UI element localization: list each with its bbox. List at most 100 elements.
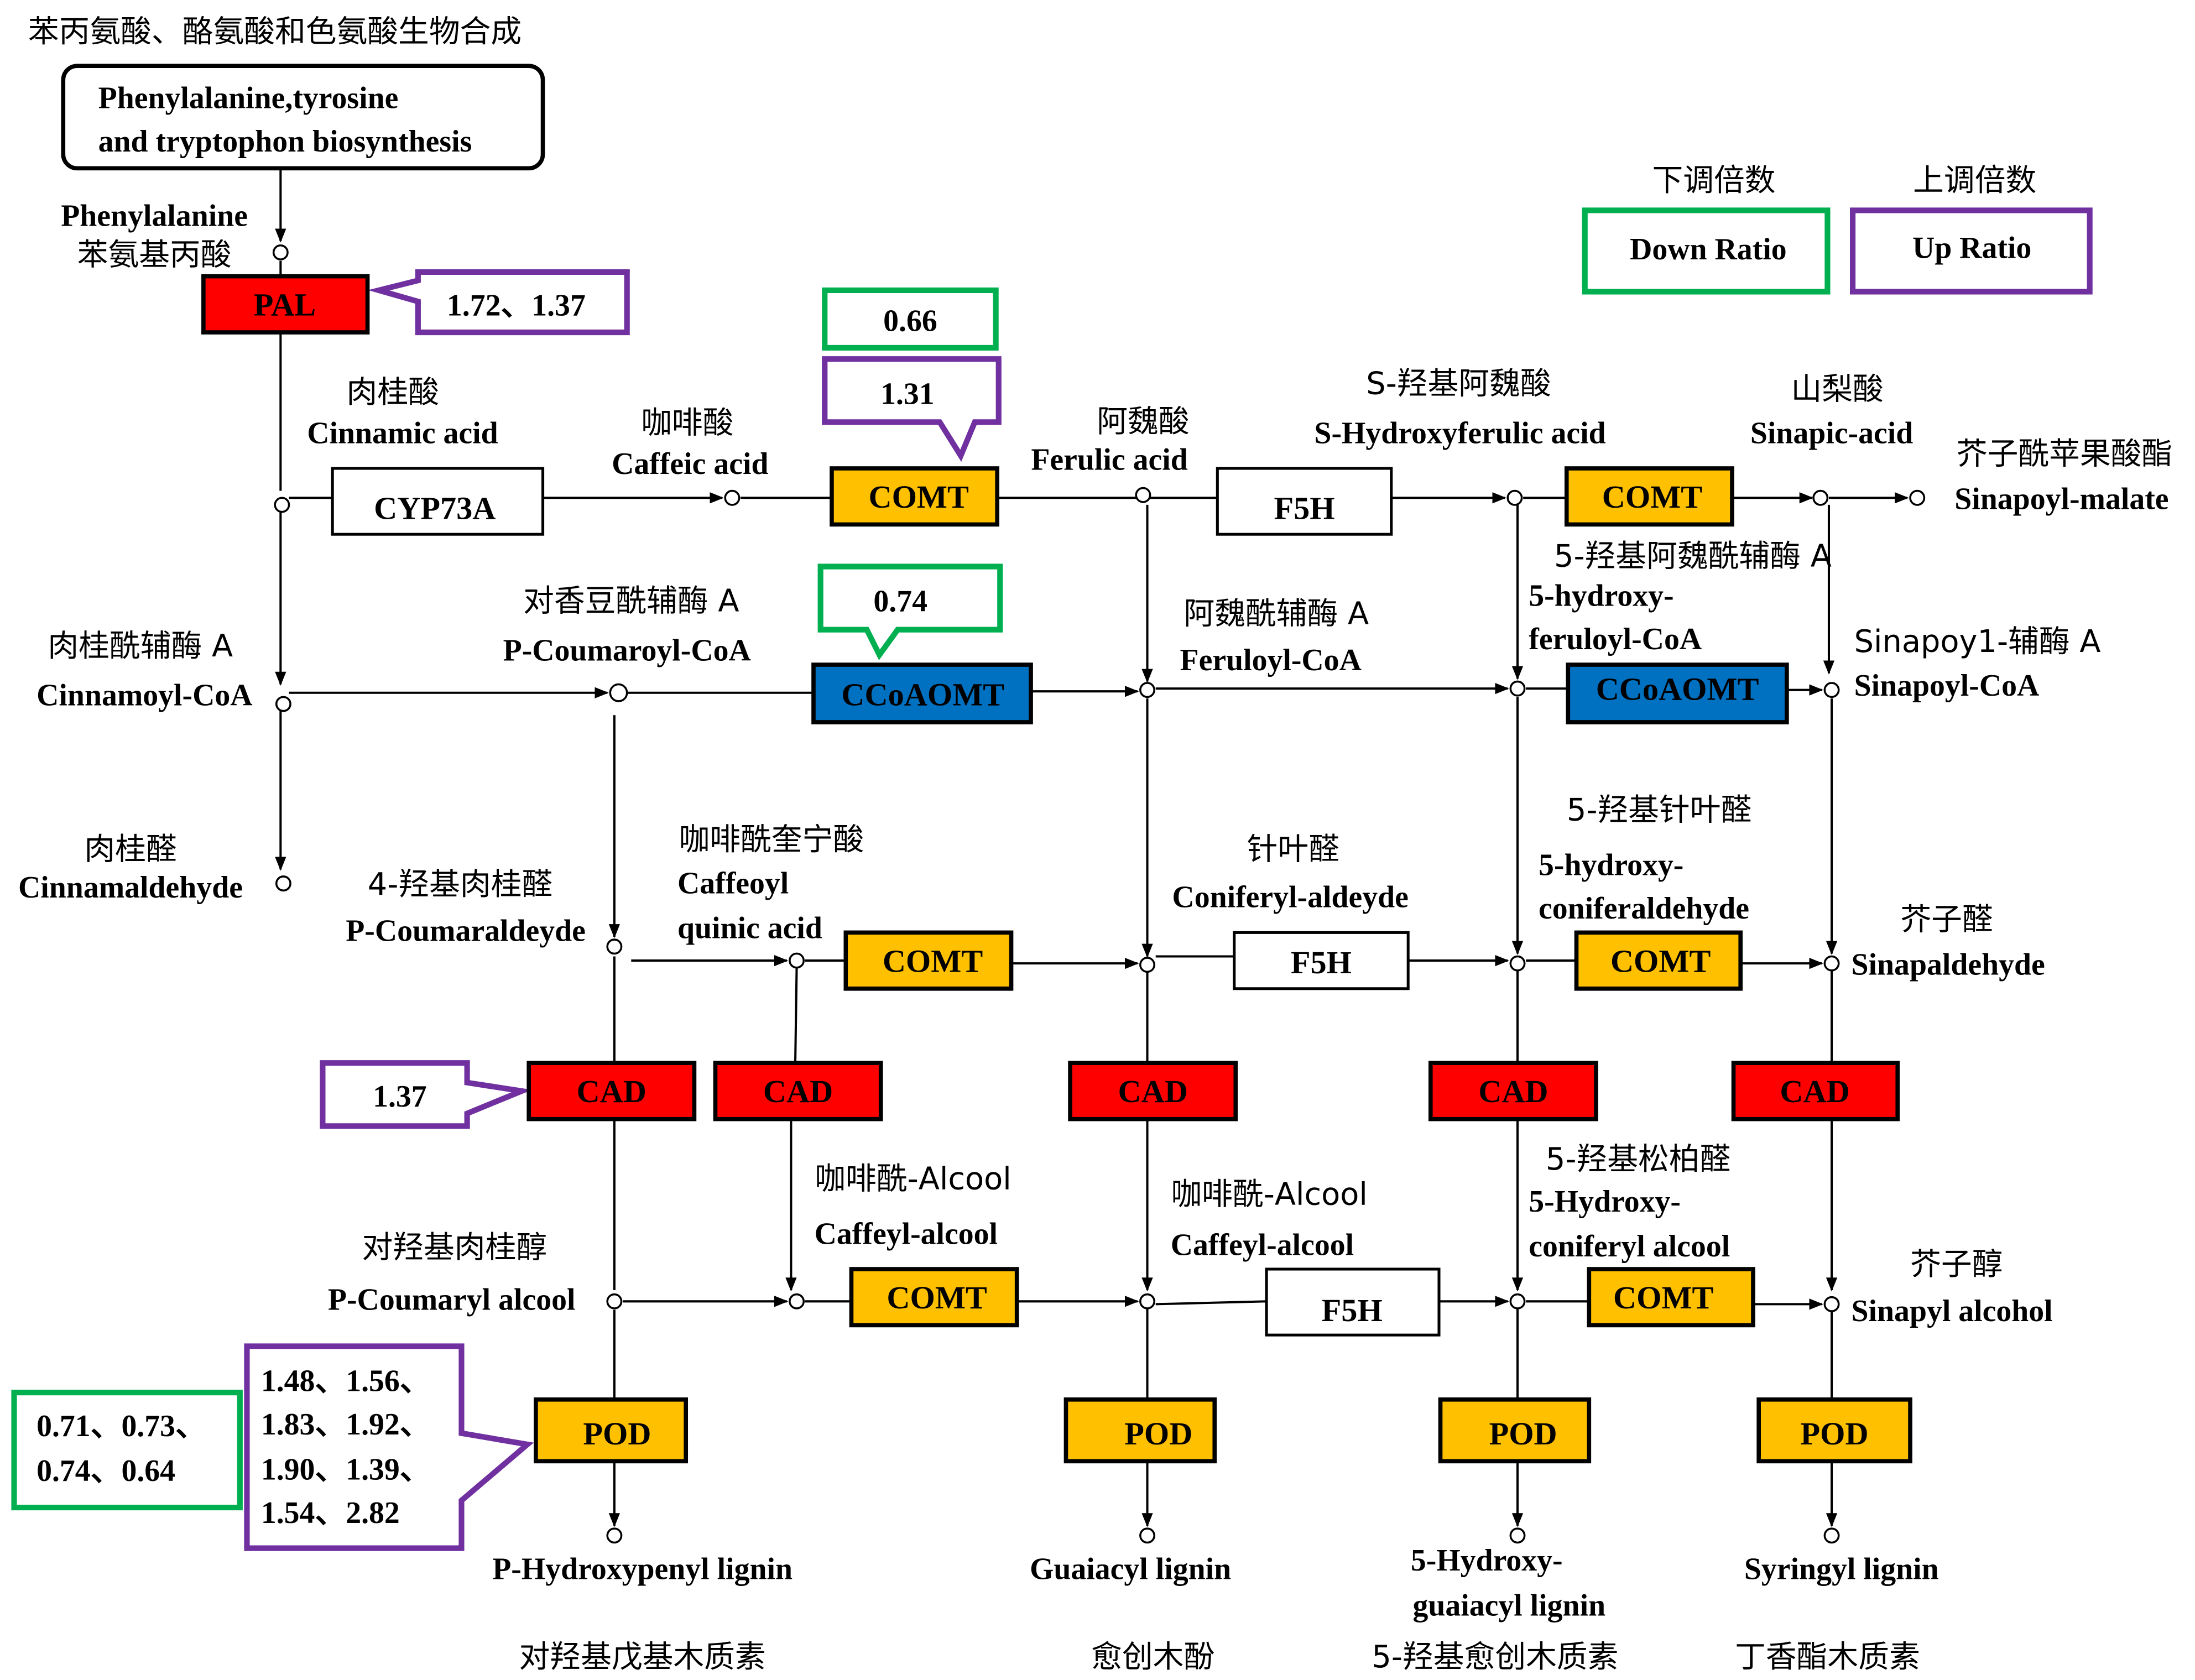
enzyme-label: CYP73A <box>374 490 496 526</box>
enzyme-label: CCoAOMT <box>1596 671 1759 707</box>
enzyme-pod[interactable]: POD <box>534 1397 689 1464</box>
enzyme-f5h[interactable]: F5H <box>1216 467 1393 536</box>
enzyme-cad[interactable]: CAD <box>1068 1061 1238 1121</box>
lignin-label: 愈创木酚 <box>1091 1639 1214 1675</box>
compound-label: 5-羟基阿魏酰辅酶 A <box>1554 539 1832 575</box>
enzyme-pod[interactable]: POD <box>1063 1397 1217 1464</box>
enzyme-comt[interactable]: COMT <box>849 1267 1019 1328</box>
compound-label: Sinapyl alcohol <box>1852 1294 2053 1328</box>
enzyme-label: CAD <box>763 1073 833 1109</box>
enzyme-f5h[interactable]: F5H <box>1265 1267 1441 1337</box>
compound-label: 5-羟基松柏醛 <box>1546 1141 1730 1177</box>
pal-up-callout: 1.72、1.37 <box>368 269 630 336</box>
enzyme-comt[interactable]: COMT <box>830 466 999 527</box>
compound-label: 阿魏酸 <box>1097 404 1189 440</box>
enzyme-cad[interactable]: CAD <box>1731 1061 1900 1121</box>
pathway-lines <box>275 168 1909 1527</box>
enzyme-label: COMT <box>1602 479 1703 515</box>
enzyme-cyp73a[interactable]: CYP73A <box>331 467 545 536</box>
enzyme-cad[interactable]: CAD <box>713 1061 883 1121</box>
compound-label: 肉桂醛 <box>84 832 176 868</box>
enzyme-pal[interactable]: PAL <box>201 274 370 335</box>
compound-label: feruloyl-CoA <box>1529 622 1702 656</box>
compound-label: P-Coumaroyl-CoA <box>503 633 751 667</box>
compound-label: Cinnamaldehyde <box>18 870 243 905</box>
compound-label: P-Coumaryl alcool <box>328 1283 576 1317</box>
compound-label: Caffeyl-alcool <box>1171 1228 1354 1262</box>
compound-label: Ferulic acid <box>1031 443 1187 477</box>
enzyme-label: CCoAOMT <box>841 677 1004 713</box>
compound-label: 咖啡酸 <box>641 405 733 441</box>
enzyme-cad[interactable]: CAD <box>1428 1061 1598 1121</box>
compound-label: 苯氨基丙酸 <box>77 237 232 273</box>
compound-label: 针叶醛 <box>1247 832 1339 868</box>
enzyme-label: F5H <box>1291 945 1352 980</box>
legend-up-box <box>1850 207 2093 295</box>
lignin-label: 丁香酯木质素 <box>1735 1639 1920 1675</box>
pod-up-ratio: 1.48、1.56、 <box>261 1364 431 1399</box>
lignin-label: 5-Hydroxy- <box>1411 1543 1563 1578</box>
compound-label: quinic acid <box>677 911 822 946</box>
legend: 下调倍数 Down Ratio 上调倍数 Up Ratio <box>1582 163 2093 295</box>
enzyme-comt[interactable]: COMT <box>843 930 1014 991</box>
enzyme-label: POD <box>1124 1416 1192 1452</box>
compound-label: Sinapoyl-malate <box>1954 482 2168 516</box>
lignin-label: Guaiacyl lignin <box>1030 1552 1231 1586</box>
compound-label: coniferyl alcool <box>1529 1229 1730 1264</box>
enzyme-label: F5H <box>1274 490 1334 526</box>
compound-label: 山梨酸 <box>1791 372 1884 408</box>
legend-up-cn: 上调倍数 <box>1913 163 2036 199</box>
compound-labels: Phenylalanine 苯氨基丙酸 肉桂酸 Cinnamic acid 咖啡… <box>18 199 2172 1328</box>
compound-label: P-Coumaraldeyde <box>346 914 586 948</box>
legend-down-box <box>1582 207 1831 295</box>
enzyme-label: F5H <box>1322 1292 1383 1328</box>
enzyme-pod[interactable]: POD <box>1438 1397 1592 1464</box>
cad-up-callout: 1.37 <box>320 1060 533 1129</box>
enzyme-f5h[interactable]: F5H <box>1233 931 1410 990</box>
compound-label: 咖啡酰奎宁酸 <box>679 822 864 858</box>
ccoaomt-down-callout: 0.74 <box>817 564 1003 661</box>
enzyme-label: POD <box>583 1416 651 1452</box>
lignin-labels: P-Hydroxypenyl lignin 对羟基戊基木质素 Guaiacyl … <box>492 1543 1938 1675</box>
enzyme-pod[interactable]: POD <box>1756 1397 1912 1464</box>
enzyme-label: POD <box>1489 1416 1557 1452</box>
enzyme-label: CAD <box>1780 1073 1849 1109</box>
legend-down-label: Down Ratio <box>1630 232 1786 267</box>
compound-label: 芥子醇 <box>1910 1246 2003 1282</box>
enzyme-ccoaomt[interactable]: CCoAOMT <box>1566 662 1789 724</box>
pod-up-ratio: 1.54、2.82 <box>261 1496 400 1530</box>
enzyme-comt[interactable]: COMT <box>1564 466 1734 527</box>
enzyme-label: COMT <box>868 479 969 515</box>
compound-label: 阿魏酰辅酶 A <box>1183 596 1369 632</box>
pod-up-callout: 1.48、1.56、 1.83、1.92、 1.90、1.39、 1.54、2.… <box>244 1343 534 1551</box>
enzyme-comt[interactable]: COMT <box>1587 1267 1755 1328</box>
lignin-label: guaiacyl lignin <box>1412 1588 1605 1622</box>
enzyme-comt[interactable]: COMT <box>1574 930 1743 991</box>
enzyme-boxes: PAL CYP73A COMT F5H COMT CCoAOMT CCoAOMT… <box>201 274 1912 1464</box>
compound-label: 4-羟基肉桂醛 <box>368 867 552 902</box>
enzyme-ccoaomt[interactable]: CCoAOMT <box>811 662 1033 724</box>
enzyme-label: POD <box>1801 1416 1869 1452</box>
lignin-label: 对羟基戊基木质素 <box>519 1639 766 1675</box>
enzyme-cad[interactable]: CAD <box>526 1061 697 1121</box>
compound-label: Sinapic-acid <box>1750 416 1913 450</box>
compound-label: Sinapaldehyde <box>1852 947 2045 982</box>
compound-label: 对香豆酰辅酶 A <box>523 583 739 619</box>
compound-label: Cinnamic acid <box>307 416 498 450</box>
compound-label: S-Hydroxyferulic acid <box>1314 416 1605 450</box>
compound-label: Feruloyl-CoA <box>1180 643 1362 677</box>
pathway-box-line1: Phenylalanine,tyrosine <box>98 81 399 115</box>
comt-down-ratio: 0.66 <box>883 304 937 338</box>
metabolite-nodes <box>272 244 1926 1544</box>
enzyme-label: PAL <box>254 287 316 323</box>
enzyme-label: CAD <box>1478 1073 1548 1109</box>
compound-label: S-羟基阿魏酸 <box>1366 366 1551 402</box>
comt-up-ratio: 1.31 <box>880 377 935 411</box>
linked-pathway-box[interactable]: Phenylalanine,tyrosine and tryptophon bi… <box>61 64 545 171</box>
compound-label: Caffeic acid <box>612 447 768 481</box>
comt-down-callout: 0.66 <box>822 287 999 351</box>
compound-label: Phenylalanine <box>61 199 248 233</box>
compound-label: coniferaldehyde <box>1539 891 1749 926</box>
pod-down-ratio: 0.74、0.64 <box>37 1454 175 1488</box>
lignin-label: P-Hydroxypenyl lignin <box>492 1552 793 1586</box>
